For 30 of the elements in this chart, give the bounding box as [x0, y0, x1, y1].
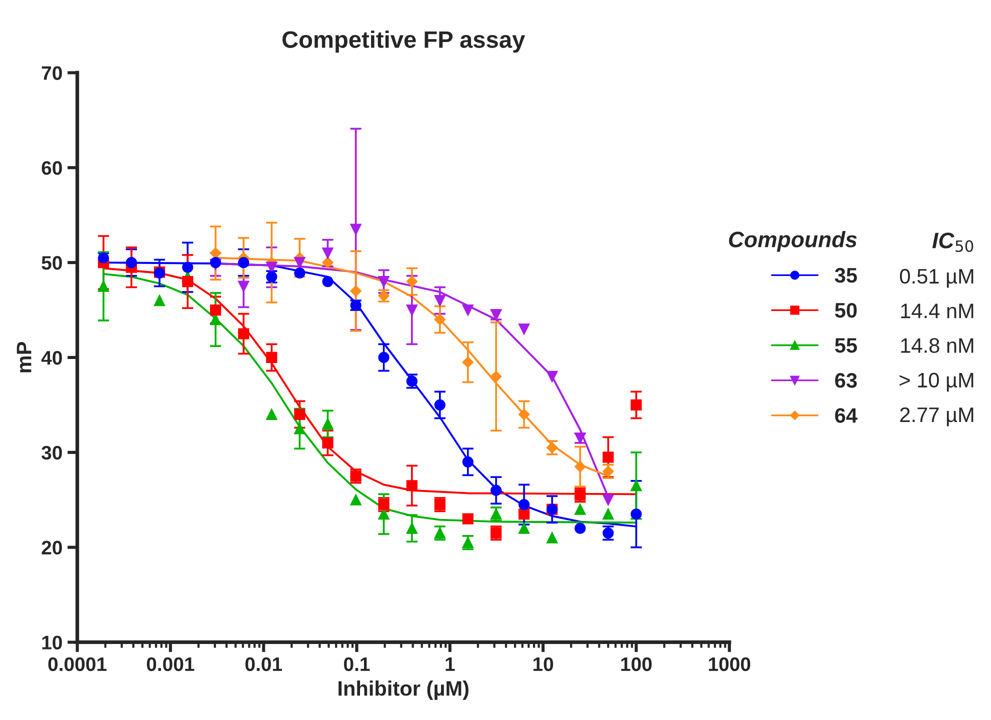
- y-axis-title: mP: [16, 342, 32, 372]
- legend-label: 50: [835, 302, 857, 318]
- legend-title: Compounds: [729, 231, 857, 252]
- legend-label: 64: [835, 408, 858, 423]
- text: 2.77 µM: [900, 407, 974, 426]
- y-tick-label: 50: [42, 256, 62, 270]
- chart-title: Competitive FP assay: [282, 30, 526, 53]
- x-tick-label: 0.0001: [48, 657, 106, 672]
- x-tick-label: 100: [621, 657, 652, 672]
- x-tick-label: 10: [533, 657, 554, 672]
- x-tick-label: 0.01: [245, 657, 282, 672]
- x-tick-label: 1000: [708, 657, 750, 672]
- text: IC$_{50}$: [932, 232, 974, 252]
- y-tick-label: 10: [42, 636, 62, 650]
- y-tick-label: 20: [42, 540, 62, 555]
- y-tick-label: 70: [42, 66, 62, 80]
- x-tick-label: 1: [446, 658, 455, 671]
- y-tick-label: 30: [42, 446, 62, 460]
- legend-label: 63: [835, 373, 857, 388]
- text: 14.8 nM: [901, 338, 974, 353]
- x-axis-title: Inhibitor (µM): [338, 680, 468, 700]
- x-tick-label: 0.1: [344, 657, 370, 672]
- legend-label: 55: [835, 338, 857, 353]
- y-tick-label: 40: [41, 350, 62, 365]
- x-tick-label: 0.001: [146, 657, 194, 672]
- legend-label: 35: [834, 268, 857, 283]
- text: 0.51 µM: [900, 268, 974, 288]
- text: > 10 µM: [900, 372, 974, 392]
- text: 14.4 nM: [901, 304, 974, 318]
- y-tick-label: 60: [42, 161, 62, 175]
